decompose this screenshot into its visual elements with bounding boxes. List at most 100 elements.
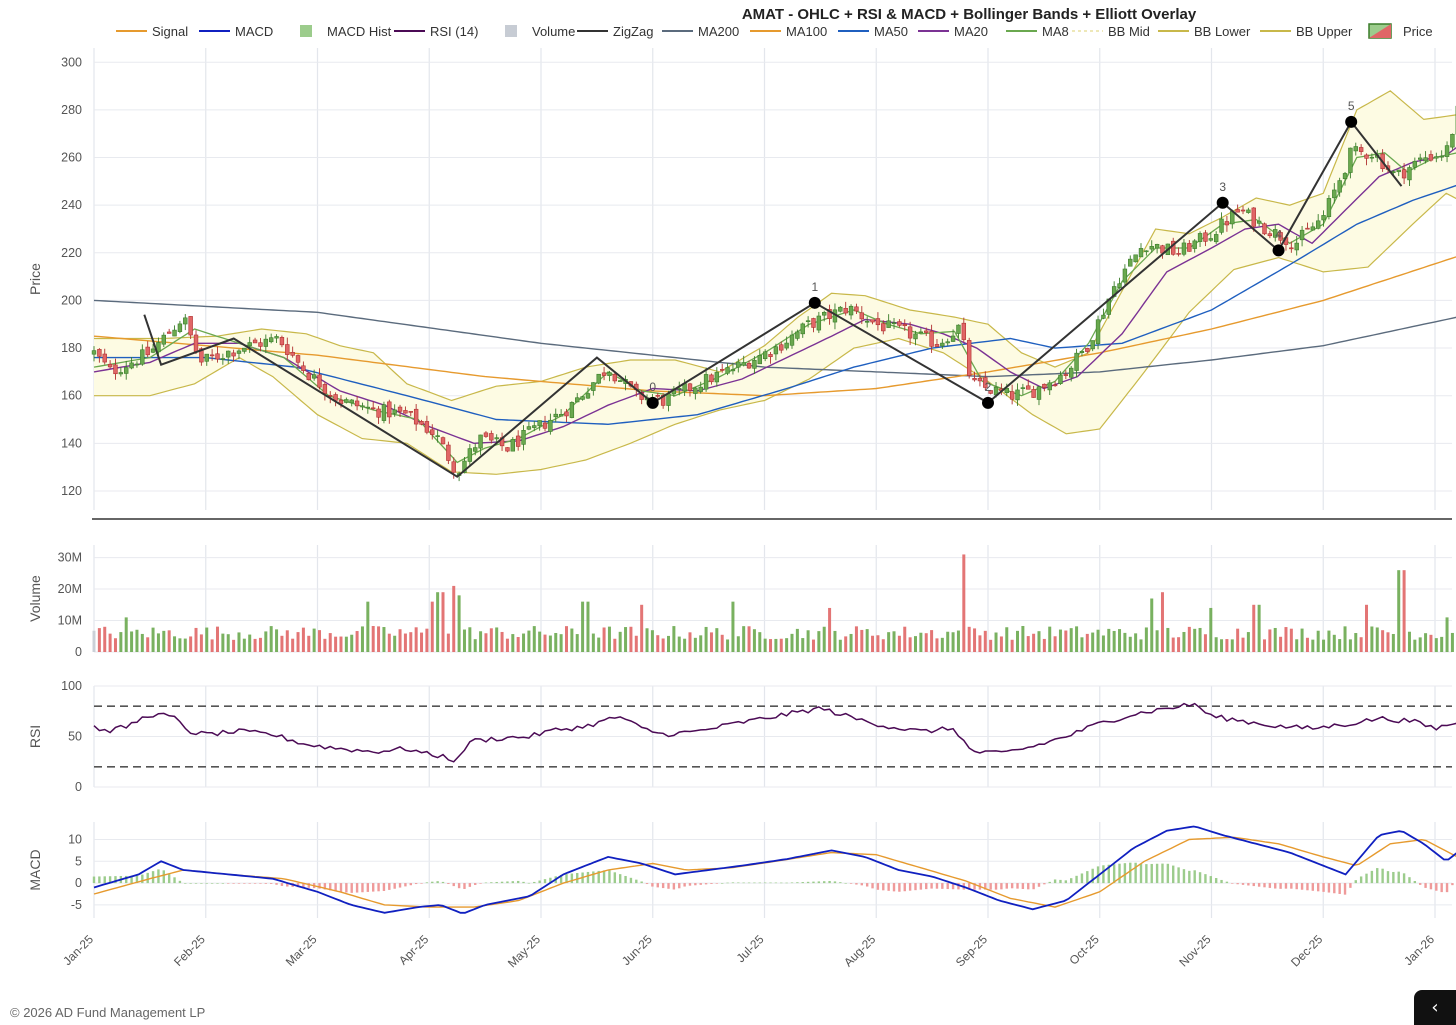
candle-body: [166, 331, 172, 334]
candle-down: [934, 339, 940, 348]
volume-bar: [790, 633, 794, 652]
volume-bar: [446, 633, 450, 652]
volume-bar: [1214, 637, 1218, 652]
candle-body: [1009, 391, 1015, 400]
legend-item-ma8: MA8: [1006, 24, 1069, 39]
volume-bar: [999, 636, 1003, 652]
candle-up: [940, 338, 945, 349]
volume-bar: [564, 626, 568, 652]
volume-bar: [672, 626, 676, 652]
macd-hist-bar: [828, 880, 831, 884]
volume-bar: [382, 627, 386, 652]
volume-bar: [484, 633, 488, 652]
candle-up: [1208, 232, 1214, 242]
candle-up: [1294, 235, 1299, 256]
candle-body: [1095, 319, 1101, 344]
candle-body: [322, 384, 328, 394]
candle-body: [129, 362, 134, 369]
candle-down: [1251, 207, 1256, 232]
macd-hist-bar: [114, 876, 117, 884]
volume-bar: [269, 626, 273, 652]
macd-hist-bar: [688, 883, 692, 886]
volume-bar: [328, 633, 332, 652]
macd-hist-bar: [355, 883, 359, 893]
candle-down: [929, 324, 934, 353]
candle-up: [226, 350, 231, 364]
candle-body: [150, 348, 156, 353]
candle-up: [698, 381, 703, 394]
candle-up: [156, 337, 161, 355]
rsi-line: [93, 702, 1456, 763]
macd-hist-bar: [1316, 883, 1320, 892]
volume-bar: [516, 637, 520, 652]
volume-bar: [795, 628, 799, 652]
macd-hist-bar: [661, 883, 665, 889]
candle-down: [505, 447, 510, 453]
volume-bar: [570, 628, 574, 652]
macd-hist-bar: [1263, 883, 1266, 888]
volume-bar: [1327, 630, 1331, 652]
macd-hist-bar: [425, 882, 429, 884]
candle-down: [902, 319, 907, 331]
candle-up: [1396, 169, 1401, 177]
macd-hist-bar: [1005, 883, 1008, 889]
macd-tick-label: 0: [75, 876, 82, 890]
candle-down: [1176, 247, 1181, 257]
candle-down: [811, 317, 816, 333]
candle-body: [762, 351, 768, 360]
candle-up: [1181, 239, 1187, 257]
candle-body: [397, 406, 403, 412]
macd-hist-bar: [1016, 883, 1019, 889]
candle-body: [585, 393, 591, 399]
candle-body: [381, 404, 387, 421]
candle-body: [242, 347, 247, 352]
candle-body: [859, 312, 865, 320]
candle-up: [1079, 350, 1085, 357]
macd-hist-bar: [1086, 871, 1089, 884]
macd-hist-bar: [871, 883, 874, 889]
macd-hist-bar: [1290, 883, 1293, 889]
x-tick-label: Aug-25: [841, 932, 878, 969]
candle-body: [102, 353, 107, 363]
candle-body: [215, 353, 220, 360]
volume-bar: [801, 638, 805, 652]
candle-up: [1047, 379, 1052, 396]
volume-bar: [763, 638, 767, 652]
macd-hist-bar: [1032, 883, 1035, 890]
volume-bar: [1021, 625, 1025, 652]
macd-hist-bar: [1274, 883, 1277, 889]
ma50-line: [94, 184, 1456, 426]
candle-down: [215, 346, 220, 363]
candle-down: [306, 372, 311, 381]
volume-bar: [339, 636, 343, 652]
candle-body: [720, 369, 725, 371]
chevron-left-icon[interactable]: ‹: [1414, 990, 1456, 1025]
volume-bar: [1262, 639, 1266, 652]
macd-hist-bar: [210, 883, 214, 884]
macd-hist-bar: [1354, 880, 1357, 884]
volume-bar: [774, 638, 778, 652]
candle-body: [1358, 147, 1364, 152]
macd-hist-bar: [1112, 864, 1116, 884]
volume-bar: [967, 626, 971, 652]
macd-hist-bar: [967, 883, 971, 890]
volume-bar: [742, 626, 746, 652]
volume-bar: [237, 632, 241, 652]
candle-body: [156, 342, 161, 353]
candle-down: [376, 406, 381, 424]
macd-hist-bar: [543, 879, 547, 884]
candle-body: [537, 420, 542, 427]
candle-body: [1154, 243, 1160, 249]
candle-down: [1262, 222, 1267, 236]
candle-up: [1423, 151, 1428, 164]
volume-bar: [1042, 638, 1046, 652]
volume-bar: [1085, 633, 1089, 652]
candle-body: [295, 355, 301, 363]
candle-body: [1267, 233, 1273, 237]
candle-up: [1369, 153, 1375, 163]
volume-bar: [1075, 626, 1079, 652]
macd-hist-bar: [1053, 879, 1057, 884]
candle-down: [1187, 240, 1192, 252]
volume-bar: [334, 636, 338, 652]
volume-bar: [221, 633, 225, 652]
